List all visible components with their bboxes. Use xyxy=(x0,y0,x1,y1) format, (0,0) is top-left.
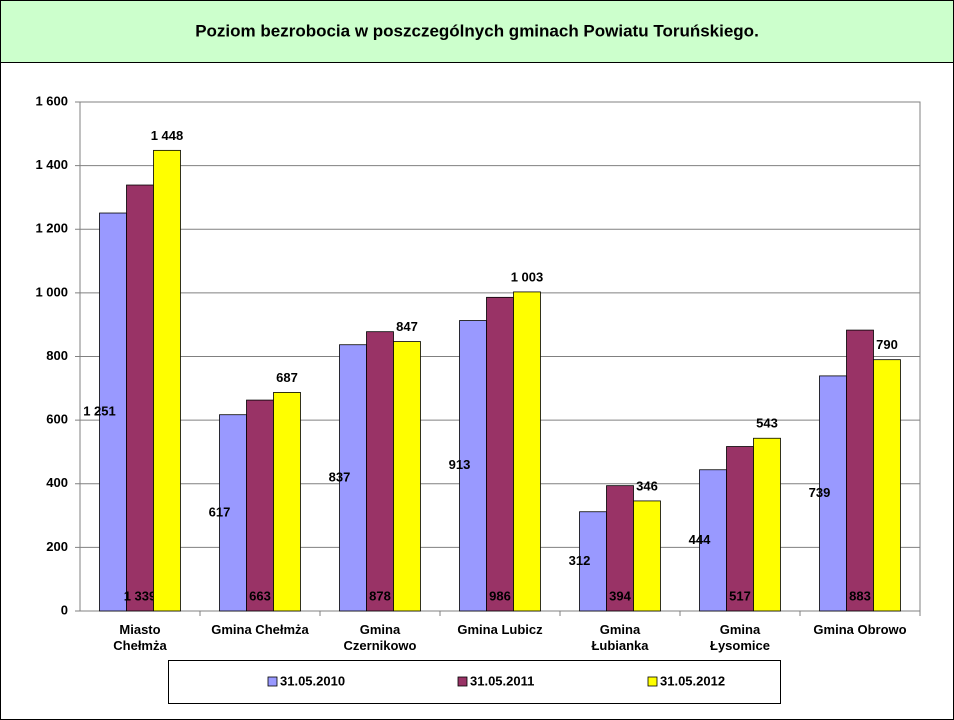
bar xyxy=(513,291,541,612)
data-label: 1 003 xyxy=(511,269,544,284)
x-tick-label: Gmina Łysomice xyxy=(710,622,770,653)
bar xyxy=(606,485,634,612)
bar xyxy=(99,212,127,612)
data-label: 878 xyxy=(369,588,391,603)
y-tick-label: 200 xyxy=(46,539,68,554)
bar xyxy=(846,329,874,612)
data-label: 847 xyxy=(396,319,418,334)
bar xyxy=(459,320,487,612)
x-tick-label: Gmina Chełmża xyxy=(211,622,309,637)
x-tick-label: Gmina Obrowo xyxy=(813,622,906,637)
bar xyxy=(579,511,607,612)
y-tick-label: 1 200 xyxy=(35,221,68,236)
data-label: 913 xyxy=(449,457,471,472)
data-label: 617 xyxy=(209,504,231,519)
bar xyxy=(486,296,514,612)
bar xyxy=(126,184,154,612)
legend-swatch xyxy=(457,676,468,687)
bar xyxy=(366,331,394,612)
bar xyxy=(819,375,847,612)
x-tick-label: Miasto Chełmża xyxy=(113,622,167,653)
bar xyxy=(219,414,247,612)
bar xyxy=(699,469,727,612)
title-bar xyxy=(0,0,954,63)
bar xyxy=(753,437,781,612)
x-tick-label: Gmina Czernikowo xyxy=(344,622,417,653)
legend-swatch xyxy=(647,676,658,687)
legend-label: 31.05.2012 xyxy=(660,673,725,688)
data-label: 687 xyxy=(276,370,298,385)
bar xyxy=(726,446,754,612)
data-label: 543 xyxy=(756,416,778,431)
legend-swatch xyxy=(267,676,278,687)
data-label: 444 xyxy=(689,532,711,547)
y-tick-label: 400 xyxy=(46,475,68,490)
data-label: 1 251 xyxy=(83,403,116,418)
y-tick-label: 600 xyxy=(46,412,68,427)
bar xyxy=(153,149,181,612)
bar xyxy=(273,392,301,612)
data-label: 837 xyxy=(329,469,351,484)
data-label: 663 xyxy=(249,588,271,603)
y-tick-label: 1 000 xyxy=(35,284,68,299)
data-label: 1 448 xyxy=(151,128,184,143)
bar xyxy=(339,344,367,612)
y-tick-label: 1 600 xyxy=(35,93,68,108)
data-label: 883 xyxy=(849,588,871,603)
y-tick-label: 800 xyxy=(46,348,68,363)
bar xyxy=(873,359,901,612)
y-tick-label: 0 xyxy=(61,602,68,617)
data-label: 312 xyxy=(569,553,591,568)
data-label: 346 xyxy=(636,478,658,493)
chart-title: Poziom bezrobocia w poszczególnych gmina… xyxy=(195,21,759,40)
x-tick-label: Gmina Lubicz xyxy=(457,622,543,637)
data-label: 790 xyxy=(876,337,898,352)
bar xyxy=(246,399,274,612)
y-tick-label: 1 400 xyxy=(35,157,68,172)
bar xyxy=(393,341,421,612)
data-label: 986 xyxy=(489,588,511,603)
bar xyxy=(633,500,661,612)
legend-label: 31.05.2010 xyxy=(280,673,345,688)
data-label: 517 xyxy=(729,588,751,603)
legend-label: 31.05.2011 xyxy=(470,673,534,688)
x-tick-label: Gmina Łubianka xyxy=(591,622,649,653)
data-label: 739 xyxy=(809,485,831,500)
data-label: 394 xyxy=(609,588,631,603)
data-label: 1 339 xyxy=(124,588,157,603)
